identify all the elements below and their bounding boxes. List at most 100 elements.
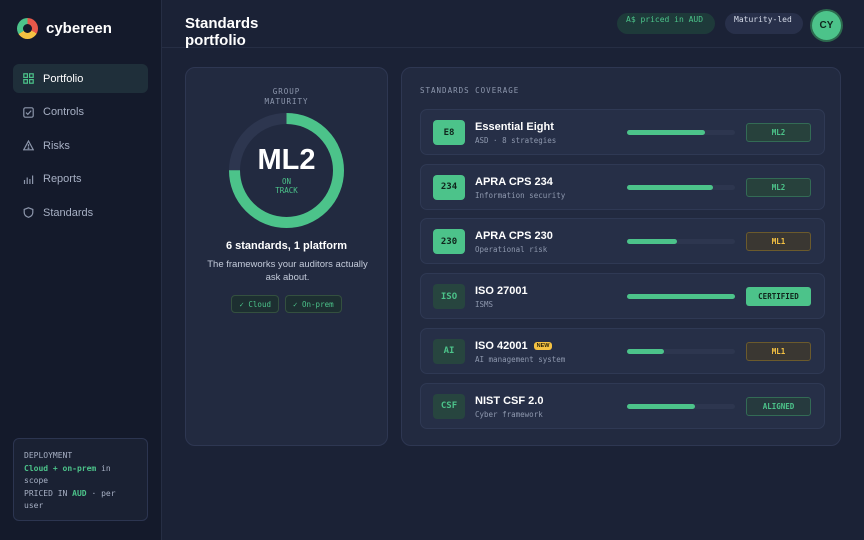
standard-row[interactable]: ISO ISO 27001 ISMS CERTIFIED: [420, 273, 825, 320]
standard-description: AI management system: [475, 354, 566, 364]
maturity-ring: ML2 ON TRACK: [226, 110, 347, 231]
ring-progress-arc: [229, 113, 344, 228]
sidebar-item-label: Portfolio: [43, 72, 84, 85]
standard-status-badge[interactable]: ML2: [746, 123, 811, 142]
standard-row[interactable]: 230 APRA CPS 230 Operational risk ML1: [420, 218, 825, 265]
deployment-panel: DEPLOYMENT Cloud + on-prem in scope PRIC…: [13, 438, 148, 521]
standard-name-line: ISO 27001: [475, 285, 528, 297]
standard-status-badge[interactable]: CERTIFIED: [746, 287, 811, 307]
shield-icon: [23, 207, 34, 218]
standard-row[interactable]: E8 Essential Eight ASD · 8 strategies ML2: [420, 109, 825, 155]
sidebar-item-reports[interactable]: Reports: [13, 165, 148, 194]
chip-cloud[interactable]: ✓ Cloud: [231, 295, 279, 313]
chip-on-prem[interactable]: ✓ On-prem: [284, 295, 342, 313]
coverage-progress-bar: [627, 130, 735, 135]
coverage-progress-bar: [627, 184, 735, 190]
currency-pill[interactable]: A$ priced in AUD: [617, 13, 715, 34]
coverage-progress-fill: [627, 130, 705, 135]
standard-name: Essential Eight: [475, 121, 554, 133]
sidebar-item-label: Reports: [43, 173, 82, 185]
ring-center: ML2 ON TRACK: [226, 110, 347, 231]
sidebar-item-label: Standards: [43, 206, 94, 219]
deployment-chips: ✓ Cloud ✓ On-prem: [186, 295, 387, 313]
deployment-value: Cloud + on-prem: [24, 463, 97, 473]
maturity-pill[interactable]: Maturity-led: [725, 13, 803, 34]
standard-name-line: Essential Eight: [475, 121, 554, 133]
deployment-value-suffix: in scope: [24, 463, 111, 486]
standard-code-badge: CSF: [433, 393, 465, 419]
standard-status-badge[interactable]: ALIGNED: [746, 396, 811, 416]
priced-prefix: PRICED IN: [24, 488, 73, 498]
maturity-headline: 6 standards, 1 platform: [225, 240, 348, 252]
standard-name-line: APRA CPS 230: [475, 230, 553, 242]
standard-code-badge: E8: [433, 120, 465, 145]
warning-icon: [23, 140, 34, 151]
standards-coverage-card: STANDARDS COVERAGE E8 Essential Eight ASD …: [401, 67, 841, 446]
standard-name: ISO 42001: [475, 339, 528, 352]
page-title: Standards portfolio: [185, 15, 259, 49]
standard-name: NIST CSF 2.0: [475, 394, 544, 407]
sidebar-nav: Portfolio Controls Risks Reports Standar…: [13, 64, 148, 232]
standard-description: ASD · 8 strategies: [475, 136, 557, 145]
standard-code-badge: 230: [433, 229, 465, 255]
priced-currency: AUD: [72, 488, 87, 498]
coverage-progress-bar: [627, 239, 735, 245]
standard-code-badge: AI: [433, 338, 465, 364]
avatar[interactable]: CY: [812, 11, 841, 40]
maturity-value: ML2: [257, 143, 316, 176]
standard-code-badge: 234: [433, 174, 465, 200]
standard-status-badge[interactable]: ML1: [746, 341, 811, 361]
brand[interactable]: cybereen: [17, 18, 112, 39]
maturity-status-text: ON TRACK: [275, 176, 298, 195]
sidebar-item-label: Controls: [43, 106, 84, 118]
sidebar-item-portfolio[interactable]: Portfolio: [13, 64, 148, 93]
grid-icon: [23, 73, 34, 84]
standard-description: Cyber framework: [475, 409, 543, 419]
standard-row[interactable]: AI ISO 42001 NEW AI management system ML1: [420, 327, 825, 374]
deployment-scope: Cloud + on-prem in scope: [24, 463, 137, 488]
priced-suffix: · per user: [24, 488, 116, 511]
sidebar-item-risks[interactable]: Risks: [13, 131, 148, 160]
brand-logo-icon: [17, 18, 38, 39]
maturity-status: ON TRACK: [272, 177, 302, 195]
group-maturity-label: GROUP MATURITY: [186, 87, 387, 107]
sidebar-item-label: Risks: [43, 139, 70, 152]
group-maturity-label-text: GROUP MATURITY: [264, 87, 309, 106]
standard-row[interactable]: 234 APRA CPS 234 Information security ML2: [420, 163, 825, 210]
standard-description: Operational risk: [475, 245, 548, 255]
bar-chart-icon: [23, 174, 34, 185]
maturity-ring-chart: [229, 113, 344, 228]
top-header: Standards portfolio A$ priced in AUD Mat…: [162, 0, 864, 49]
standards-coverage-label: STANDARDS COVERAGE: [420, 86, 520, 95]
standard-name: APRA CPS 230: [475, 230, 553, 243]
standard-name: APRA CPS 234: [475, 175, 553, 188]
sidebar: cybereen Portfolio Controls Risks Report…: [0, 0, 162, 540]
standard-name-line: NIST CSF 2.0: [475, 395, 543, 407]
coverage-progress-bar: [627, 348, 735, 354]
coverage-progress-bar: [627, 294, 735, 300]
standard-row[interactable]: CSF NIST CSF 2.0 Cyber framework ALIGNED: [420, 382, 825, 429]
standard-description: Information security: [475, 190, 566, 200]
sidebar-item-standards[interactable]: Standards: [13, 198, 148, 227]
standard-name-line: ISO 42001 NEW: [475, 339, 553, 352]
standard-name-line: APRA CPS 234: [475, 176, 553, 188]
coverage-progress-fill: [627, 403, 696, 409]
sidebar-item-controls[interactable]: Controls: [13, 98, 148, 127]
maturity-subtext: The frameworks your auditors actually as…: [207, 259, 368, 283]
new-badge: NEW: [533, 341, 553, 350]
coverage-progress-bar: [627, 403, 735, 409]
deployment-heading: DEPLOYMENT: [24, 451, 73, 460]
standard-status-badge[interactable]: ML1: [746, 232, 811, 252]
coverage-progress-fill: [627, 348, 664, 354]
deployment-pricing: PRICED IN AUD · per user: [24, 488, 137, 513]
standard-code-badge: ISO: [433, 284, 465, 310]
coverage-progress-fill: [627, 294, 735, 300]
coverage-progress-fill: [627, 239, 677, 245]
standard-name: ISO 27001: [475, 285, 528, 298]
group-maturity-card: GROUP MATURITY ML2 ON TRACK 6 standards,…: [185, 67, 388, 446]
checkbox-icon: [23, 106, 34, 118]
standard-description: ISMS: [475, 300, 494, 310]
standard-status-badge[interactable]: ML2: [746, 177, 811, 197]
brand-name: cybereen: [46, 20, 112, 37]
coverage-progress-fill: [627, 184, 714, 190]
